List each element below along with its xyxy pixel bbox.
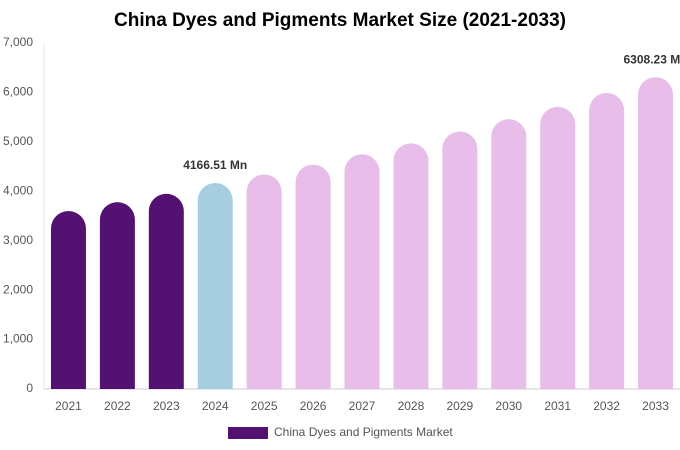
y-tick-label: 0 [26,381,33,395]
x-tick-label: 2023 [153,399,180,413]
x-tick-label: 2022 [104,399,131,413]
legend-label: China Dyes and Pigments Market [274,425,453,439]
y-tick-label: 6,000 [3,85,33,99]
x-tick-label: 2029 [446,399,473,413]
y-tick-label: 2,000 [3,282,33,296]
bar [589,92,625,390]
y-tick-label: 1,000 [3,332,33,346]
bar [197,183,233,389]
x-tick-label: 2028 [398,399,425,413]
x-tick-label: 2025 [251,399,278,413]
x-tick-label: 2024 [202,399,229,413]
legend-swatch [228,427,268,439]
y-tick-label: 4,000 [3,183,33,197]
value-label: 6308.23 Mn [624,52,680,66]
x-tick-label: 2031 [544,399,571,413]
y-tick-label: 7,000 [3,35,33,49]
x-tick-label: 2030 [495,399,522,413]
x-tick-label: 2026 [300,399,327,413]
bar [99,202,135,389]
bar [246,174,282,389]
bar [50,211,86,389]
x-tick-label: 2021 [55,399,82,413]
chart-title: China Dyes and Pigments Market Size (202… [114,10,566,31]
x-tick-label: 2027 [349,399,376,413]
bar [540,106,576,390]
bar [344,154,380,389]
bar [638,77,674,389]
bar [148,193,184,389]
bar [491,119,527,390]
x-tick-label: 2032 [593,399,620,413]
value-label: 4166.51 Mn [183,158,247,172]
bar [393,143,429,389]
y-tick-label: 5,000 [3,134,33,148]
bar [442,131,478,389]
y-tick-label: 3,000 [3,233,33,247]
x-tick-label: 2033 [642,399,669,413]
bar [295,164,331,389]
